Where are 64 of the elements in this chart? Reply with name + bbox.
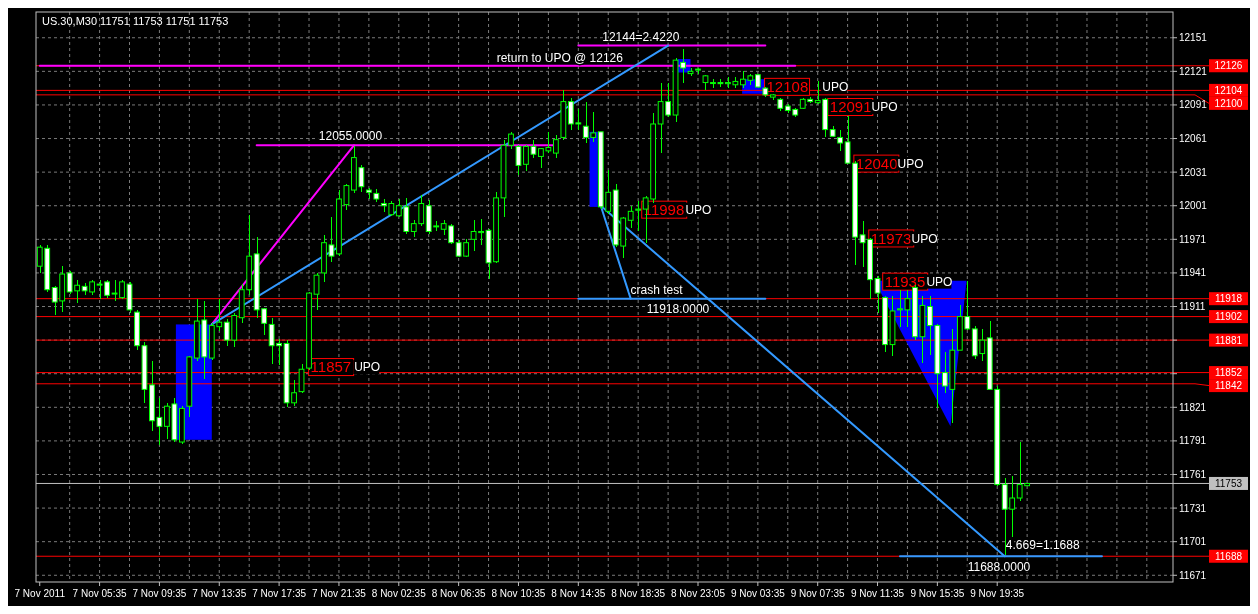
y-tick-label: 11761 xyxy=(1179,469,1207,480)
x-tick-label: 9 Nov 19:35 xyxy=(970,588,1025,599)
ref-line-label: 11918 xyxy=(1214,293,1243,305)
annotation: UPO xyxy=(822,80,849,95)
annotation: UPO xyxy=(871,100,898,115)
annotation: 12040 xyxy=(855,155,898,173)
chart-title: US.30,M30 11751 11753 11751 11753 xyxy=(42,15,229,27)
y-tick-label: 12091 xyxy=(1179,99,1208,111)
annotation: return to UPO @ 12126 xyxy=(496,50,624,65)
ref-line-label: 11753 xyxy=(1214,477,1243,489)
x-tick-label: 9 Nov 11:35 xyxy=(850,588,905,599)
y-tick-label: 11941 xyxy=(1179,267,1207,279)
x-tick-label: 7 Nov 21:35 xyxy=(311,588,367,599)
y-tick-label: 11701 xyxy=(1179,536,1207,548)
annotation: 11973 xyxy=(870,229,912,247)
y-tick-label: 11971 xyxy=(1179,233,1207,245)
y-tick-label: 12121 xyxy=(1179,65,1208,77)
annotation: UPO xyxy=(354,360,381,375)
annotation: 4.669=1.1688 xyxy=(1005,538,1080,553)
x-tick-label: 8 Nov 14:35 xyxy=(551,588,606,599)
annotation: crash test xyxy=(630,282,684,297)
annotation: 11857 xyxy=(310,358,352,376)
x-tick-label: 8 Nov 18:35 xyxy=(611,588,666,599)
annotation: 11935 xyxy=(884,273,926,291)
ref-line-label: 11902 xyxy=(1214,311,1243,323)
y-tick-label: 11821 xyxy=(1179,401,1207,413)
x-tick-label: 8 Nov 02:35 xyxy=(371,588,427,599)
annotation: UPO xyxy=(897,156,924,171)
ref-line-label: 12104 xyxy=(1214,84,1243,96)
annotation: 11688.0000 xyxy=(967,560,1031,575)
x-tick-label: 8 Nov 06:35 xyxy=(431,588,487,599)
x-tick-label: 7 Nov 2011 xyxy=(14,588,66,599)
ref-line-label: 11842 xyxy=(1214,380,1243,392)
annotation: UPO xyxy=(911,231,938,246)
x-tick-label: 8 Nov 10:35 xyxy=(491,588,546,599)
annotation: 11998 xyxy=(643,201,685,219)
ref-line-label: 11881 xyxy=(1214,334,1243,346)
x-tick-label: 9 Nov 15:35 xyxy=(910,588,965,599)
annotation: 12108 xyxy=(766,78,809,96)
y-tick-label: 12061 xyxy=(1179,133,1208,145)
annotation: 11918.0000 xyxy=(646,301,710,316)
y-tick-label: 11791 xyxy=(1179,435,1207,447)
y-tick-label: 11911 xyxy=(1179,301,1206,313)
legend-label: 12100 xyxy=(1214,97,1243,109)
annotation: 12055.0000 xyxy=(318,129,383,144)
y-tick-label: 12031 xyxy=(1179,166,1208,178)
annotation: UPO xyxy=(685,203,712,217)
ref-line-label: 11688 xyxy=(1214,550,1243,562)
x-tick-label: 9 Nov 07:35 xyxy=(790,588,846,599)
annotation: UPO xyxy=(926,274,953,289)
x-tick-label: 7 Nov 17:35 xyxy=(252,588,307,599)
ref-line-label: 12126 xyxy=(1214,60,1243,72)
y-tick-label: 11731 xyxy=(1179,502,1207,514)
annotation: 12091 xyxy=(829,98,872,116)
x-tick-label: 7 Nov 13:35 xyxy=(192,588,247,599)
annotation: 12144=2.4220 xyxy=(602,29,680,44)
ref-line-label: 11852 xyxy=(1214,367,1243,379)
y-tick-label: 11671 xyxy=(1179,569,1207,581)
x-tick-label: 9 Nov 03:35 xyxy=(730,588,786,599)
x-tick-label: 7 Nov 09:35 xyxy=(132,588,187,599)
y-tick-label: 12151 xyxy=(1179,32,1208,44)
x-tick-label: 7 Nov 05:35 xyxy=(72,588,127,599)
x-tick-label: 8 Nov 23:05 xyxy=(671,588,726,599)
y-tick-label: 12001 xyxy=(1179,200,1208,212)
